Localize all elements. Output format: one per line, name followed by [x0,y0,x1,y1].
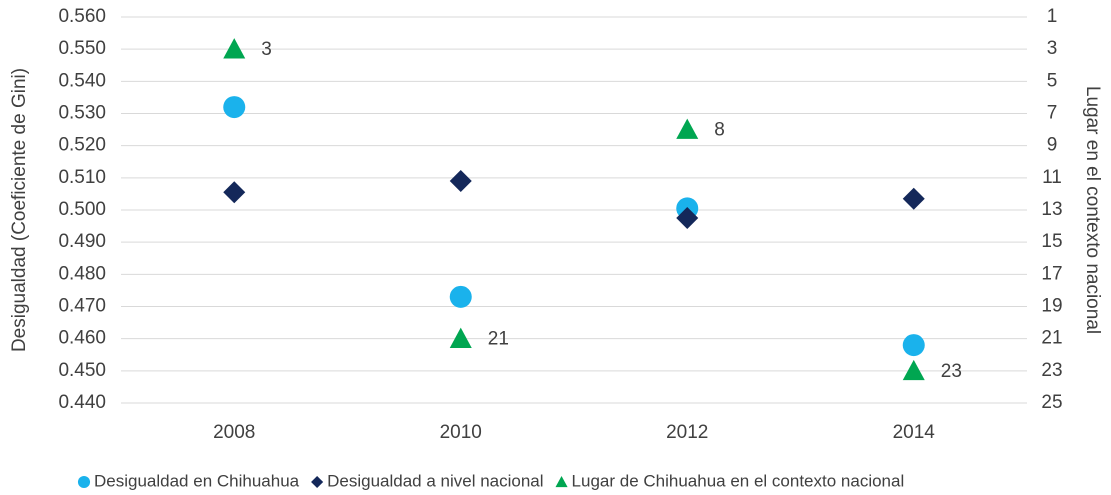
point [449,170,472,193]
y2-tick-label: 7 [1047,103,1058,124]
y-tick-label: 0.530 [58,103,106,124]
y2-tick-label: 15 [1041,231,1062,252]
x-tick-label: 2014 [893,422,936,443]
y-tick-label: 0.480 [58,263,106,284]
y-tick-label: 0.520 [58,135,106,156]
x-tick-label: 2012 [666,422,708,443]
point [449,327,472,349]
y-tick-label: 0.540 [58,70,106,91]
point [555,475,568,488]
point [676,207,699,230]
data-label: 21 [488,329,509,350]
point [77,475,91,489]
data-label: 8 [714,120,725,141]
y-tick-label: 0.460 [58,328,106,349]
y2-tick-label: 1 [1047,6,1058,27]
y2-tick-label: 11 [1042,167,1062,188]
data-label: 23 [941,361,962,382]
point [902,359,925,381]
legend: Desigualdad en Chihuahua Desigualdad a ni… [77,471,905,490]
x-tick-label: 2010 [440,422,482,443]
y2-tick-label: 13 [1041,199,1062,220]
point [223,96,246,119]
y-tick-label: 0.470 [58,296,106,317]
point [449,285,472,308]
y-axis-title: Desigualdad (Coeficiente de Gini) [9,68,30,352]
y2-tick-label: 19 [1041,296,1062,317]
point [311,475,324,489]
y2-axis-title: Lugar en el contexto nacional [1082,86,1103,334]
y-tick-label: 0.490 [58,231,106,252]
y-tick-label: 0.510 [58,167,106,188]
y-tick-label: 0.500 [58,199,106,220]
y-tick-label: 0.440 [58,392,106,413]
y2-tick-label: 9 [1047,135,1058,156]
point [902,187,925,210]
y2-tick-label: 21 [1041,328,1062,349]
point [902,334,925,357]
legend-label: Lugar de Chihuahua en el contexto nacion… [572,471,905,490]
y2-tick-label: 23 [1041,360,1062,381]
y2-tick-label: 3 [1047,38,1058,59]
point [223,181,246,204]
data-label: 3 [261,39,272,60]
y-tick-label: 0.560 [58,6,106,27]
y-tick-label: 0.450 [58,360,106,381]
point [223,38,246,59]
legend-label: Desigualdad a nivel nacional [327,471,543,490]
legend-label: Desigualdad en Chihuahua [94,471,300,490]
y2-tick-label: 17 [1041,263,1062,284]
y-tick-label: 0.550 [58,38,106,59]
y2-tick-label: 5 [1047,70,1058,91]
y2-tick-label: 25 [1041,392,1062,413]
point [676,118,699,139]
x-tick-label: 2008 [213,422,255,443]
